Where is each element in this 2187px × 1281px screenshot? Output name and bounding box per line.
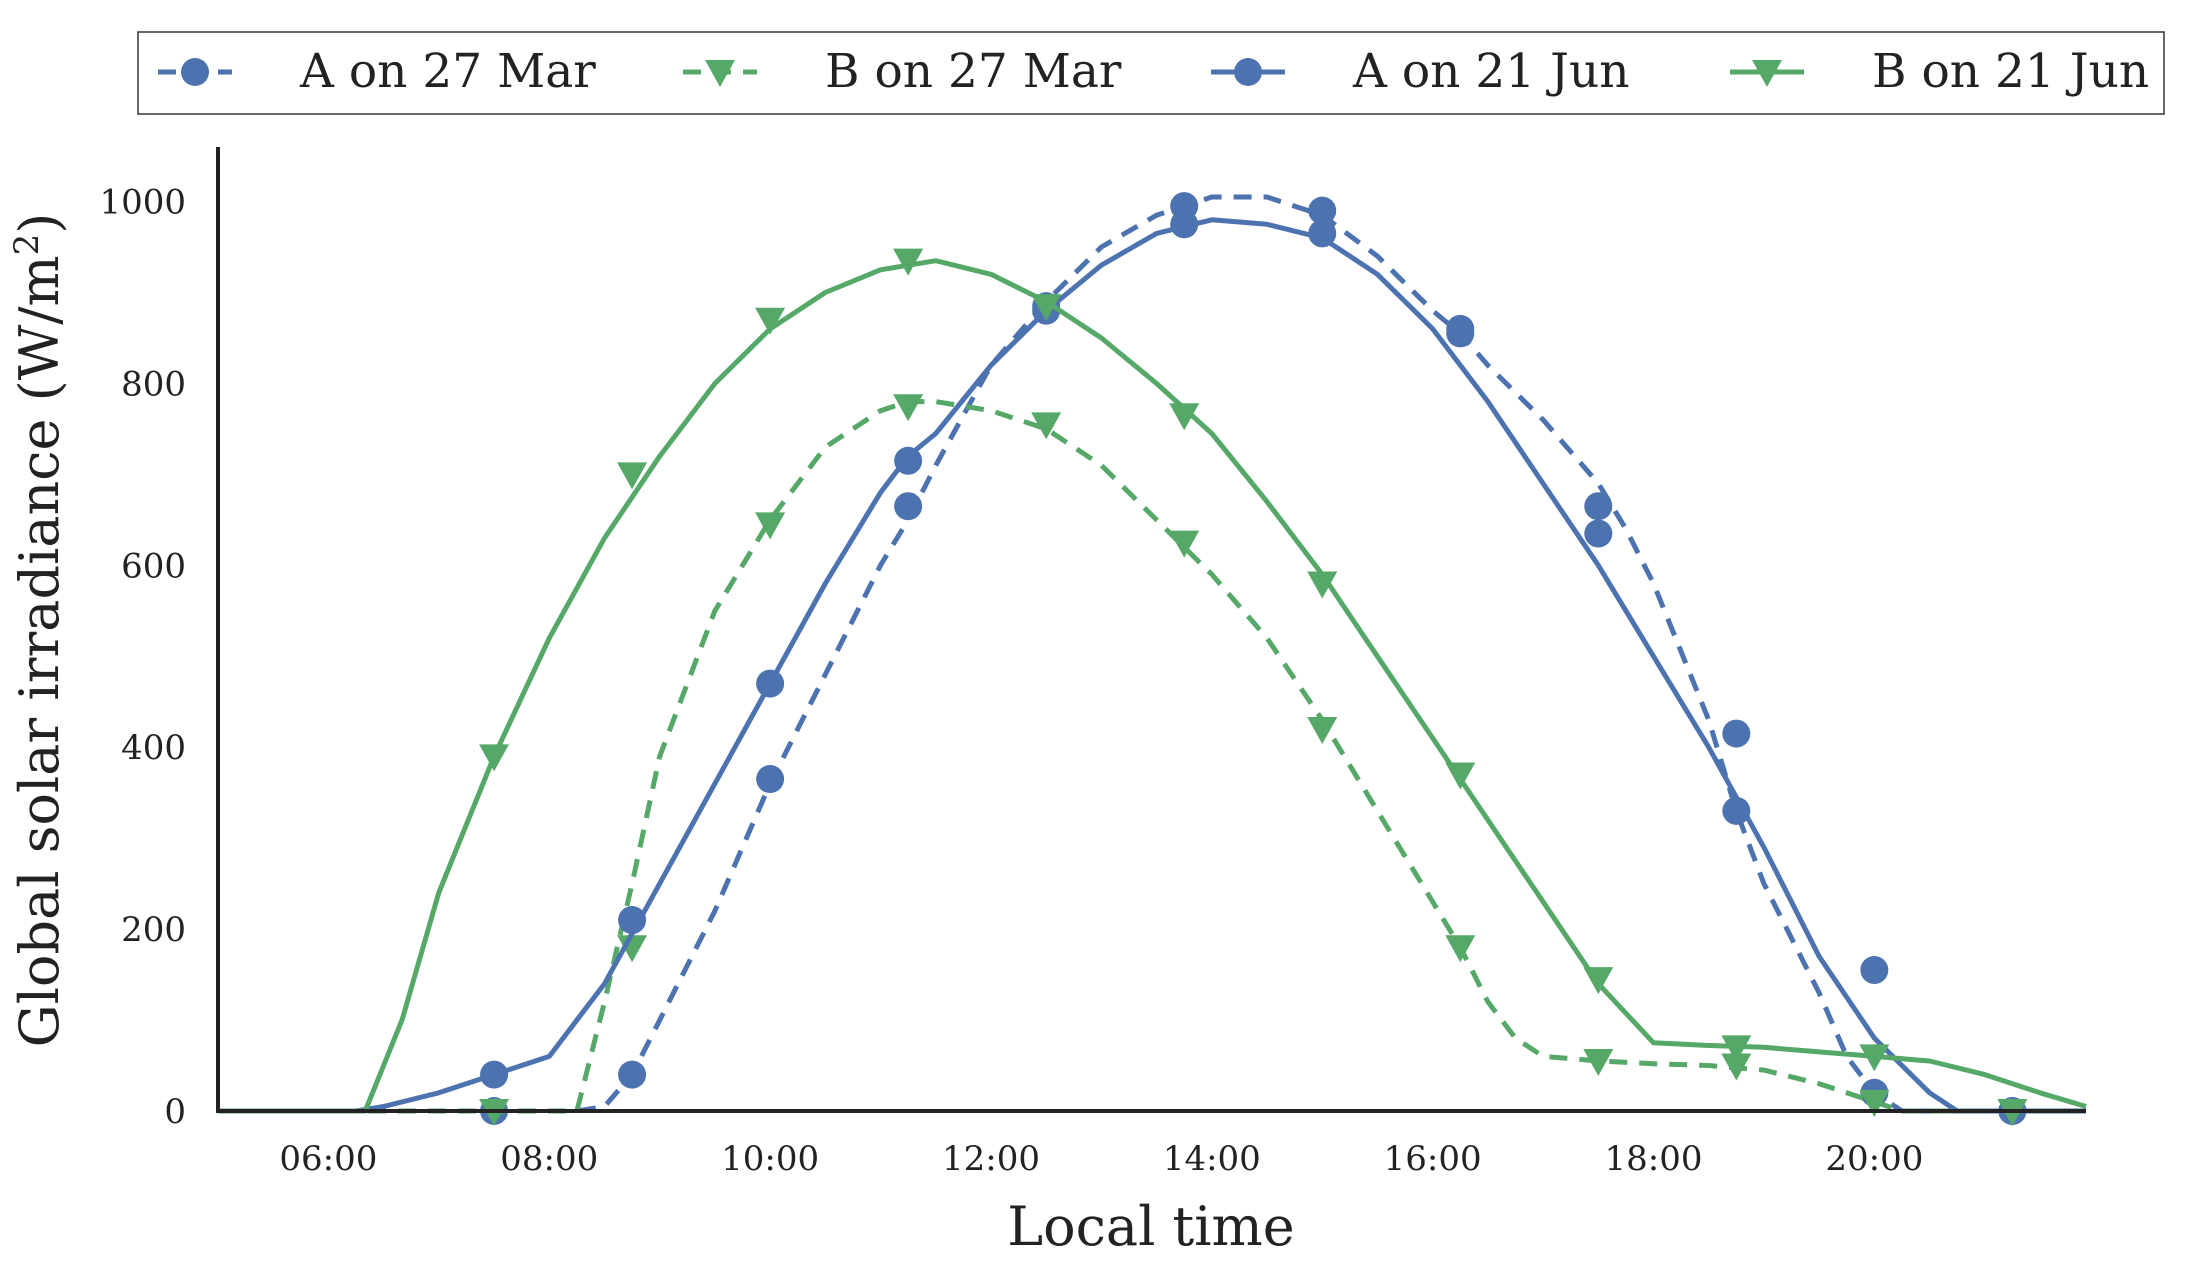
data-point — [480, 1060, 509, 1089]
y-tick-label: 200 — [121, 910, 186, 950]
data-point — [1446, 319, 1475, 348]
x-tick-label: 18:00 — [1605, 1139, 1703, 1179]
y-tick-label: 0 — [164, 1092, 186, 1132]
data-point — [1308, 196, 1337, 225]
data-point — [1031, 294, 1062, 322]
legend-label: A on 21 Jun — [1352, 44, 1630, 99]
legend-label: A on 27 Mar — [299, 44, 596, 99]
data-point — [1859, 1089, 1890, 1117]
data-point — [1722, 719, 1751, 748]
series-b-on-27-mar — [218, 394, 2086, 1126]
y-tick-label: 800 — [121, 364, 186, 404]
series-a-on-27-mar — [218, 192, 2086, 1125]
data-point — [1584, 492, 1613, 521]
x-ticks: 06:00 08:00 10:00 12:00 14:00 16:00 18:00 20:00 — [279, 1139, 1923, 1179]
series-line-a-on-27-mar — [218, 194, 2086, 1114]
data-point — [1169, 530, 1200, 558]
data-point — [1307, 571, 1338, 599]
y-tick-label: 400 — [121, 728, 186, 768]
x-tick-label: 10:00 — [721, 1139, 819, 1179]
legend-label: B on 27 Mar — [825, 44, 1122, 99]
data-point — [893, 394, 924, 422]
x-tick-label: 16:00 — [1384, 1139, 1482, 1179]
legend-entry-a-on-27-mar: A on 27 Mar — [158, 44, 596, 99]
data-point — [618, 1060, 647, 1089]
legend-entry-b-on-21-jun: B on 21 Jun — [1730, 44, 2149, 99]
data-point — [1583, 967, 1614, 995]
legend-entry-b-on-27-mar: B on 27 Mar — [683, 44, 1122, 99]
y-axis-label-superscript: 2 — [7, 234, 47, 256]
data-point — [479, 744, 510, 772]
legend-marker — [181, 58, 209, 86]
data-point — [1445, 935, 1476, 963]
data-point — [617, 462, 648, 490]
series-line-a-on-21-jun — [218, 217, 2086, 1114]
data-point — [1721, 1035, 1752, 1063]
data-point — [1584, 519, 1613, 548]
y-ticks: 0 200 400 600 800 1000 — [99, 183, 186, 1132]
data-point — [755, 512, 786, 540]
data-point — [1170, 210, 1199, 239]
legend-marker — [705, 60, 735, 87]
data-point — [894, 492, 923, 521]
data-point — [1860, 956, 1889, 985]
data-point — [1583, 1048, 1614, 1076]
legend-entry-a-on-21-jun: A on 21 Jun — [1211, 44, 1630, 99]
legend-label: B on 21 Jun — [1872, 44, 2149, 99]
series-line-b-on-27-mar — [218, 399, 2086, 1114]
x-tick-label: 14:00 — [1163, 1139, 1261, 1179]
x-axis-label: Local time — [1007, 1195, 1294, 1258]
series-b-on-21-jun — [218, 248, 2087, 1126]
data-point — [617, 935, 648, 963]
data-point — [1859, 1044, 1890, 1072]
data-point — [893, 248, 924, 276]
data-point — [1031, 412, 1062, 440]
x-tick-label: 20:00 — [1825, 1139, 1923, 1179]
data-point — [618, 906, 647, 935]
y-tick-label: 1000 — [99, 183, 186, 223]
data-point — [1308, 219, 1337, 248]
data-point — [1307, 717, 1338, 745]
legend-marker — [1234, 58, 1262, 86]
y-axis-label: Global solar irradiance (W/m2) — [7, 213, 71, 1048]
data-point — [894, 446, 923, 475]
series-layer — [218, 192, 2087, 1126]
data-point — [756, 669, 785, 698]
legend-marker — [1752, 60, 1782, 87]
legend-entries: A on 27 Mar B on 27 Mar A on 21 Jun B on 21… — [158, 44, 2149, 99]
x-tick-label: 08:00 — [500, 1139, 598, 1179]
data-point — [1169, 403, 1200, 431]
data-point — [1722, 796, 1751, 825]
x-tick-label: 06:00 — [279, 1139, 377, 1179]
data-point — [756, 765, 785, 794]
data-point — [755, 307, 786, 335]
legend: A on 27 Mar B on 27 Mar A on 21 Jun B on 21… — [137, 31, 2165, 115]
data-point — [1445, 762, 1476, 790]
plot-area: 06:00 08:00 10:00 12:00 14:00 16:00 18:00 20:00… — [99, 147, 2087, 1179]
series-a-on-21-jun — [218, 210, 2086, 1125]
legend-frame — [137, 31, 2165, 115]
series-line-b-on-21-jun — [218, 258, 2087, 1114]
x-tick-label: 12:00 — [942, 1139, 1040, 1179]
y-tick-label: 600 — [121, 546, 186, 586]
data-point — [1721, 1053, 1752, 1081]
